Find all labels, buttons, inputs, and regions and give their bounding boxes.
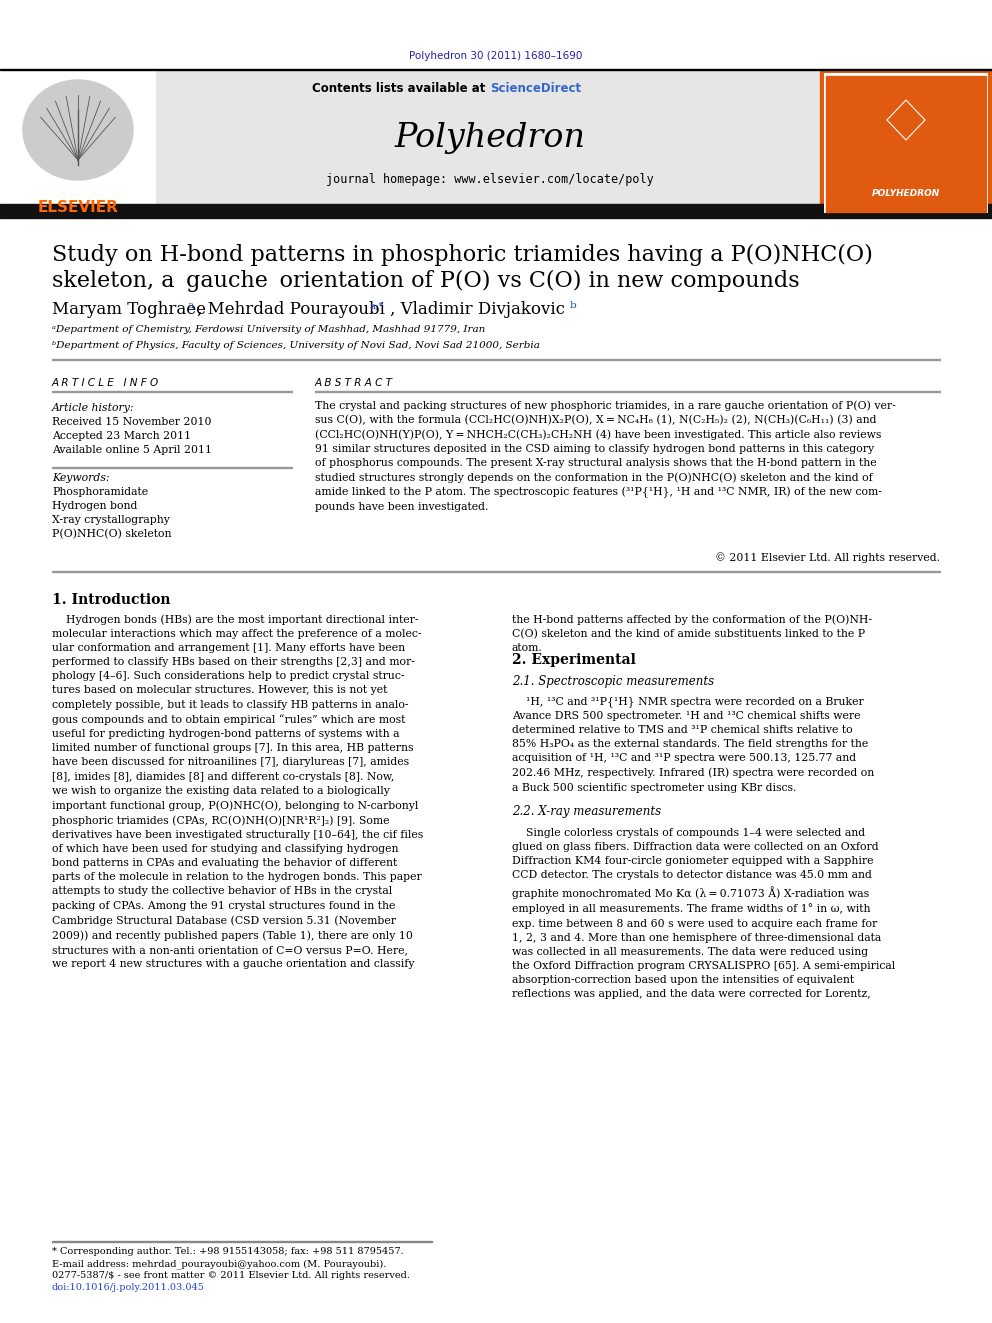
- Text: Hydrogen bonds (HBs) are the most important directional inter-
molecular interac: Hydrogen bonds (HBs) are the most import…: [52, 614, 424, 968]
- Text: the H-bond patterns affected by the conformation of the P(O)NH-
C(O) skeleton an: the H-bond patterns affected by the conf…: [512, 614, 872, 654]
- Text: Received 15 November 2010: Received 15 November 2010: [52, 417, 211, 427]
- Text: 1. Introduction: 1. Introduction: [52, 593, 171, 607]
- Bar: [824, 73, 988, 213]
- Text: doi:10.1016/j.poly.2011.03.045: doi:10.1016/j.poly.2011.03.045: [52, 1283, 205, 1293]
- Text: Article history:: Article history:: [52, 404, 135, 413]
- Ellipse shape: [23, 79, 133, 180]
- Text: Polyhedron 30 (2011) 1680–1690: Polyhedron 30 (2011) 1680–1690: [410, 52, 582, 61]
- Text: journal homepage: www.elsevier.com/locate/poly: journal homepage: www.elsevier.com/locat…: [326, 173, 654, 187]
- Text: , Vladimir Divjakovic: , Vladimir Divjakovic: [390, 302, 565, 319]
- Text: ELSEVIER: ELSEVIER: [38, 201, 118, 216]
- Bar: [826, 75, 986, 212]
- Bar: [0, 70, 155, 216]
- Text: POLYHEDRON: POLYHEDRON: [872, 188, 940, 197]
- Text: ¹H, ¹³C and ³¹P{¹H} NMR spectra were recorded on a Bruker
Avance DRS 500 spectro: ¹H, ¹³C and ³¹P{¹H} NMR spectra were rec…: [512, 696, 874, 792]
- Text: skeleton, a  gauche  orientation of P(O) vs C(O) in new compounds: skeleton, a gauche orientation of P(O) v…: [52, 270, 800, 292]
- Text: Polyhedron: Polyhedron: [395, 122, 585, 153]
- Text: a: a: [188, 302, 194, 311]
- Text: X-ray crystallography: X-ray crystallography: [52, 515, 170, 525]
- Text: P(O)NHC(O) skeleton: P(O)NHC(O) skeleton: [52, 529, 172, 540]
- Bar: [155, 70, 820, 216]
- Text: Maryam Toghraee: Maryam Toghraee: [52, 302, 206, 319]
- Text: © 2011 Elsevier Ltd. All rights reserved.: © 2011 Elsevier Ltd. All rights reserved…: [715, 553, 940, 564]
- Text: Single colorless crystals of compounds 1–4 were selected and
glued on glass fibe: Single colorless crystals of compounds 1…: [512, 828, 895, 999]
- Text: Accepted 23 March 2011: Accepted 23 March 2011: [52, 431, 191, 441]
- Text: Study on H-bond patterns in phosphoric triamides having a P(O)NHC(O): Study on H-bond patterns in phosphoric t…: [52, 243, 873, 266]
- Text: ᵃDepartment of Chemistry, Ferdowsi University of Mashhad, Mashhad 91779, Iran: ᵃDepartment of Chemistry, Ferdowsi Unive…: [52, 325, 485, 335]
- Text: , Mehrdad Pourayoubi: , Mehrdad Pourayoubi: [197, 302, 385, 319]
- Text: b: b: [570, 302, 576, 311]
- Text: 2. Experimental: 2. Experimental: [512, 654, 636, 667]
- Text: The crystal and packing structures of new phosphoric triamides, in a rare gauche: The crystal and packing structures of ne…: [315, 400, 896, 512]
- Text: 0277-5387/$ - see front matter © 2011 Elsevier Ltd. All rights reserved.: 0277-5387/$ - see front matter © 2011 El…: [52, 1271, 410, 1281]
- Bar: [0, 204, 992, 218]
- Text: * Corresponding author. Tel.: +98 9155143058; fax: +98 511 8795457.: * Corresponding author. Tel.: +98 915514…: [52, 1248, 404, 1257]
- Text: A B S T R A C T: A B S T R A C T: [315, 378, 393, 388]
- Text: E-mail address: mehrdad_pourayoubi@yahoo.com (M. Pourayoubi).: E-mail address: mehrdad_pourayoubi@yahoo…: [52, 1259, 386, 1269]
- Text: 2.1. Spectroscopic measurements: 2.1. Spectroscopic measurements: [512, 676, 714, 688]
- Text: ScienceDirect: ScienceDirect: [490, 82, 581, 94]
- Bar: [0, 69, 992, 70]
- Text: 2.2. X-ray measurements: 2.2. X-ray measurements: [512, 806, 661, 819]
- Text: a,*: a,*: [370, 302, 385, 311]
- Bar: [820, 70, 992, 216]
- Text: Hydrogen bond: Hydrogen bond: [52, 501, 137, 511]
- Text: Available online 5 April 2011: Available online 5 April 2011: [52, 445, 212, 455]
- Text: ᵇDepartment of Physics, Faculty of Sciences, University of Novi Sad, Novi Sad 21: ᵇDepartment of Physics, Faculty of Scien…: [52, 340, 540, 349]
- Text: Keywords:: Keywords:: [52, 474, 110, 483]
- Text: A R T I C L E   I N F O: A R T I C L E I N F O: [52, 378, 159, 388]
- Text: Phosphoramidate: Phosphoramidate: [52, 487, 148, 497]
- Text: Contents lists available at: Contents lists available at: [312, 82, 490, 94]
